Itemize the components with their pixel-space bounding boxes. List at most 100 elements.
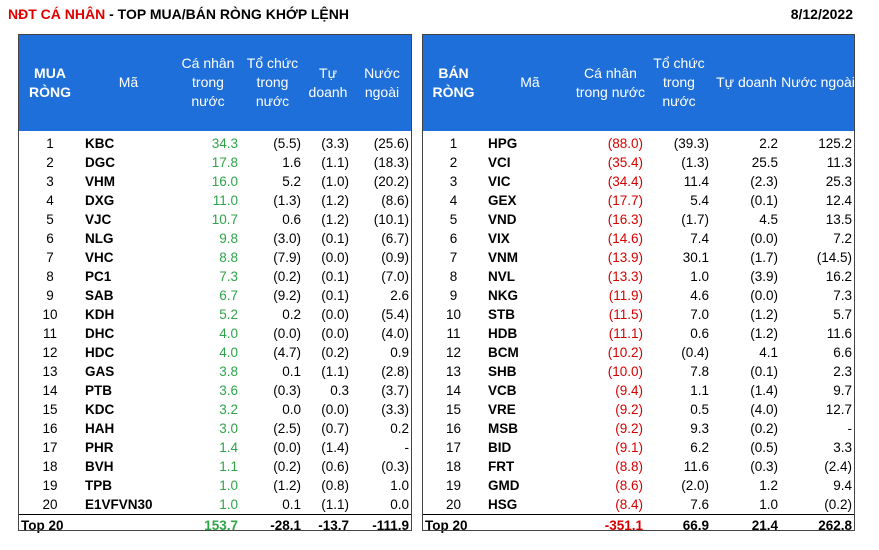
proprietary-value: (0.1) [321,269,349,284]
foreign-value: (0.3) [381,459,409,474]
total-foreign: 262.8 [781,514,855,535]
ticker: DXG [85,193,115,208]
institution-value: (1.7) [681,212,709,227]
rank: 14 [42,383,58,398]
foreign-value: 0.9 [390,345,409,360]
rank: 8 [46,269,54,284]
proprietary-value: 0.3 [330,383,349,398]
table-row: 5 VND (16.3) (1.7) 4.5 13.5 [422,210,855,229]
foreign-value: 2.6 [390,288,409,303]
proprietary-value: (0.1) [321,288,349,303]
institution-value: 11.6 [683,459,709,474]
rank: 20 [445,497,462,512]
individual-value: 16.0 [211,174,238,189]
proprietary-value: (3.3) [321,136,349,151]
total-foreign: -111.9 [352,514,412,535]
individual-value: 9.8 [219,231,238,246]
rank: 7 [449,250,458,265]
table-row: 7 VHC 8.8 (7.9) (0.0) (0.9) [18,248,412,267]
foreign-value: (6.7) [381,231,409,246]
table-row: 6 NLG 9.8 (3.0) (0.1) (6.7) [18,229,412,248]
ticker: NKG [488,288,518,303]
foreign-value: 12.4 [825,193,852,208]
header-foreign: Nước ngoài [352,34,412,131]
table-row: 10 KDH 5.2 0.2 (0.0) (5.4) [18,305,412,324]
proprietary-value: (0.7) [321,421,349,436]
proprietary-value: (1.2) [750,326,778,341]
rank: 17 [42,440,58,455]
proprietary-value: (0.0) [750,288,778,303]
table-row: 1 HPG (88.0) (39.3) 2.2 125.2 [422,131,855,153]
ticker: HAH [85,421,115,436]
header-individual-domestic: Cá nhân trong nước [575,34,646,131]
proprietary-value: (3.9) [750,269,778,284]
rank: 1 [449,136,458,151]
proprietary-value: (1.1) [321,155,349,170]
institution-value: 7.0 [690,307,709,322]
table-row: 18 FRT (8.8) 11.6 (0.3) (2.4) [422,457,855,476]
individual-value: (34.4) [607,174,643,189]
header-proprietary: Tự doanh [712,34,781,131]
individual-value: 4.0 [219,326,238,341]
table-row: 15 VRE (9.2) 0.5 (4.0) 12.7 [422,400,855,419]
table-row: 4 DXG 11.0 (1.3) (1.2) (8.6) [18,191,412,210]
institution-value: 0.5 [690,402,709,417]
institution-value: 5.4 [690,193,709,208]
institution-value: 1.1 [690,383,709,398]
foreign-value: (3.7) [381,383,409,398]
rank: 20 [42,497,58,512]
individual-value: 3.0 [219,421,238,436]
table-row: 9 NKG (11.9) 4.6 (0.0) 7.3 [422,286,855,305]
individual-value: 1.0 [219,497,238,512]
proprietary-value: (1.2) [321,193,349,208]
foreign-value: 7.2 [833,231,852,246]
table-row: 15 KDC 3.2 0.0 (0.0) (3.3) [18,400,412,419]
institution-value: 6.2 [690,440,709,455]
individual-value: 1.1 [219,459,238,474]
table-row: 11 HDB (11.1) 0.6 (1.2) 11.6 [422,324,855,343]
foreign-value: 2.3 [833,364,852,379]
net-buy-table: MUA RÒNG Mã Cá nhân trong nước Tổ chức tron… [18,34,412,535]
rank: 18 [445,459,462,474]
individual-value: (10.2) [607,345,643,360]
institution-value: 30.1 [682,250,709,265]
individual-value: (8.6) [615,478,643,493]
proprietary-value: (0.1) [750,364,778,379]
foreign-value: (0.9) [381,250,409,265]
institution-value: 1.6 [282,155,301,170]
rank: 19 [445,478,462,493]
table-row: 10 STB (11.5) 7.0 (1.2) 5.7 [422,305,855,324]
foreign-value: 6.6 [833,345,852,360]
ticker: E1VFVN30 [85,497,153,512]
institution-value: 1.0 [690,269,709,284]
individual-value: 3.2 [219,402,238,417]
table-row: 13 GAS 3.8 0.1 (1.1) (2.8) [18,362,412,381]
ticker: SAB [85,288,114,303]
institution-value: 0.1 [282,497,301,512]
individual-value: (9.1) [615,440,643,455]
total-individual: -351.1 [575,514,646,535]
institution-value: (2.5) [273,421,301,436]
table-row: 19 TPB 1.0 (1.2) (0.8) 1.0 [18,476,412,495]
foreign-value: (2.4) [824,459,852,474]
proprietary-value: (1.4) [321,440,349,455]
institution-value: (2.0) [681,478,709,493]
foreign-value: 25.3 [825,174,852,189]
individual-value: (9.2) [615,402,643,417]
rank: 2 [46,155,54,170]
individual-value: (11.1) [608,326,643,341]
net-sell-total-row: Top 20 -351.1 66.9 21.4 262.8 [422,514,855,535]
rank: 16 [42,421,58,436]
proprietary-value: 4.5 [759,212,778,227]
foreign-value: (3.3) [381,402,409,417]
proprietary-value: (0.3) [750,459,778,474]
foreign-value: (25.6) [373,136,409,151]
ticker: KDC [85,402,115,417]
individual-value: 4.0 [219,345,238,360]
report-date: 8/12/2022 [790,6,853,22]
ticker: DHC [85,326,115,341]
table-row: 5 VJC 10.7 0.6 (1.2) (10.1) [18,210,412,229]
foreign-value: (8.6) [381,193,409,208]
table-row: 12 BCM (10.2) (0.4) 4.1 6.6 [422,343,855,362]
foreign-value: 0.2 [390,421,409,436]
